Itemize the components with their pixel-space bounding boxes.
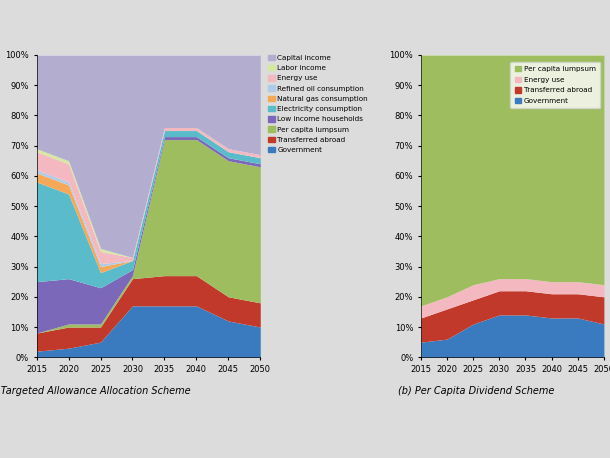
Text: (a)  Targeted Allowance Allocation Scheme: (a) Targeted Allowance Allocation Scheme: [0, 386, 190, 396]
Text: (b) Per Capita Dividend Scheme: (b) Per Capita Dividend Scheme: [398, 386, 554, 396]
Legend: Capital income, Labor income, Energy use, Refined oil consumption, Natural gas c: Capital income, Labor income, Energy use…: [266, 53, 370, 155]
Legend: Per capita lumpsum, Energy use, Transferred abroad, Government: Per capita lumpsum, Energy use, Transfer…: [510, 61, 600, 109]
